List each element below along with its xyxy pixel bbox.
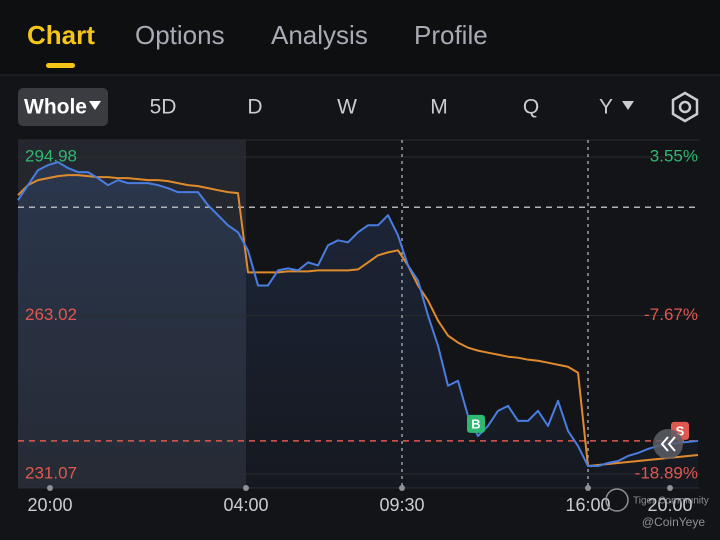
tab[interactable]: Profile — [414, 20, 488, 50]
series-line — [17, 161, 699, 468]
y-tick-label: 231.07 — [25, 463, 77, 482]
x-tick-dot — [243, 485, 249, 491]
x-tick-label: 20:00 — [647, 495, 692, 515]
x-tick-label: 04:00 — [223, 495, 268, 515]
tab[interactable]: Options — [135, 20, 225, 50]
settings-icon[interactable] — [671, 91, 699, 123]
y-tick-label: 294.98 — [25, 147, 77, 166]
period[interactable]: Q — [523, 96, 539, 119]
y2-tick-label: 3.55% — [650, 147, 698, 166]
dropdown-arrow — [622, 101, 634, 110]
series-line — [17, 174, 699, 468]
tab-underline — [46, 63, 75, 68]
settings-dot[interactable] — [678, 100, 692, 114]
x-tick-label: 09:30 — [379, 495, 424, 515]
x-tick-dot — [47, 485, 53, 491]
watermark-logo — [605, 488, 629, 512]
watermark: Tiger Community @CoinYeye — [605, 488, 709, 529]
scroll-chevrons[interactable] — [660, 436, 676, 452]
dropdown-arrow — [89, 101, 101, 110]
price-area — [18, 162, 698, 489]
trade-marker — [467, 414, 485, 433]
tab[interactable]: Chart — [27, 20, 95, 50]
x-tick-label: 20:00 — [27, 495, 72, 515]
tab[interactable]: Analysis — [271, 20, 368, 50]
watermark-brand: Tiger Community — [633, 496, 709, 507]
settings-hexagon[interactable] — [671, 91, 699, 123]
y2-tick-label: -18.89% — [635, 464, 698, 483]
period[interactable]: 5D — [150, 96, 177, 119]
y2-tick-label: -7.67% — [644, 305, 698, 324]
period[interactable]: D — [247, 96, 262, 119]
period[interactable]: M — [430, 96, 448, 119]
x-tick-dot — [667, 485, 673, 491]
y-tick-label: 263.02 — [25, 305, 77, 324]
period-highlight — [18, 88, 108, 126]
x-tick-dot — [585, 485, 591, 491]
trade-marker-label: B — [471, 416, 480, 431]
watermark-handle: @CoinYeye — [642, 515, 705, 529]
period[interactable]: Whole — [24, 96, 87, 119]
trade-marker-label: S — [676, 423, 685, 438]
x-tick-dot — [399, 485, 405, 491]
x-tick-label: 16:00 — [565, 495, 610, 515]
tab-bar — [0, 0, 720, 75]
period[interactable]: Y — [599, 96, 613, 119]
period[interactable]: W — [337, 96, 357, 119]
